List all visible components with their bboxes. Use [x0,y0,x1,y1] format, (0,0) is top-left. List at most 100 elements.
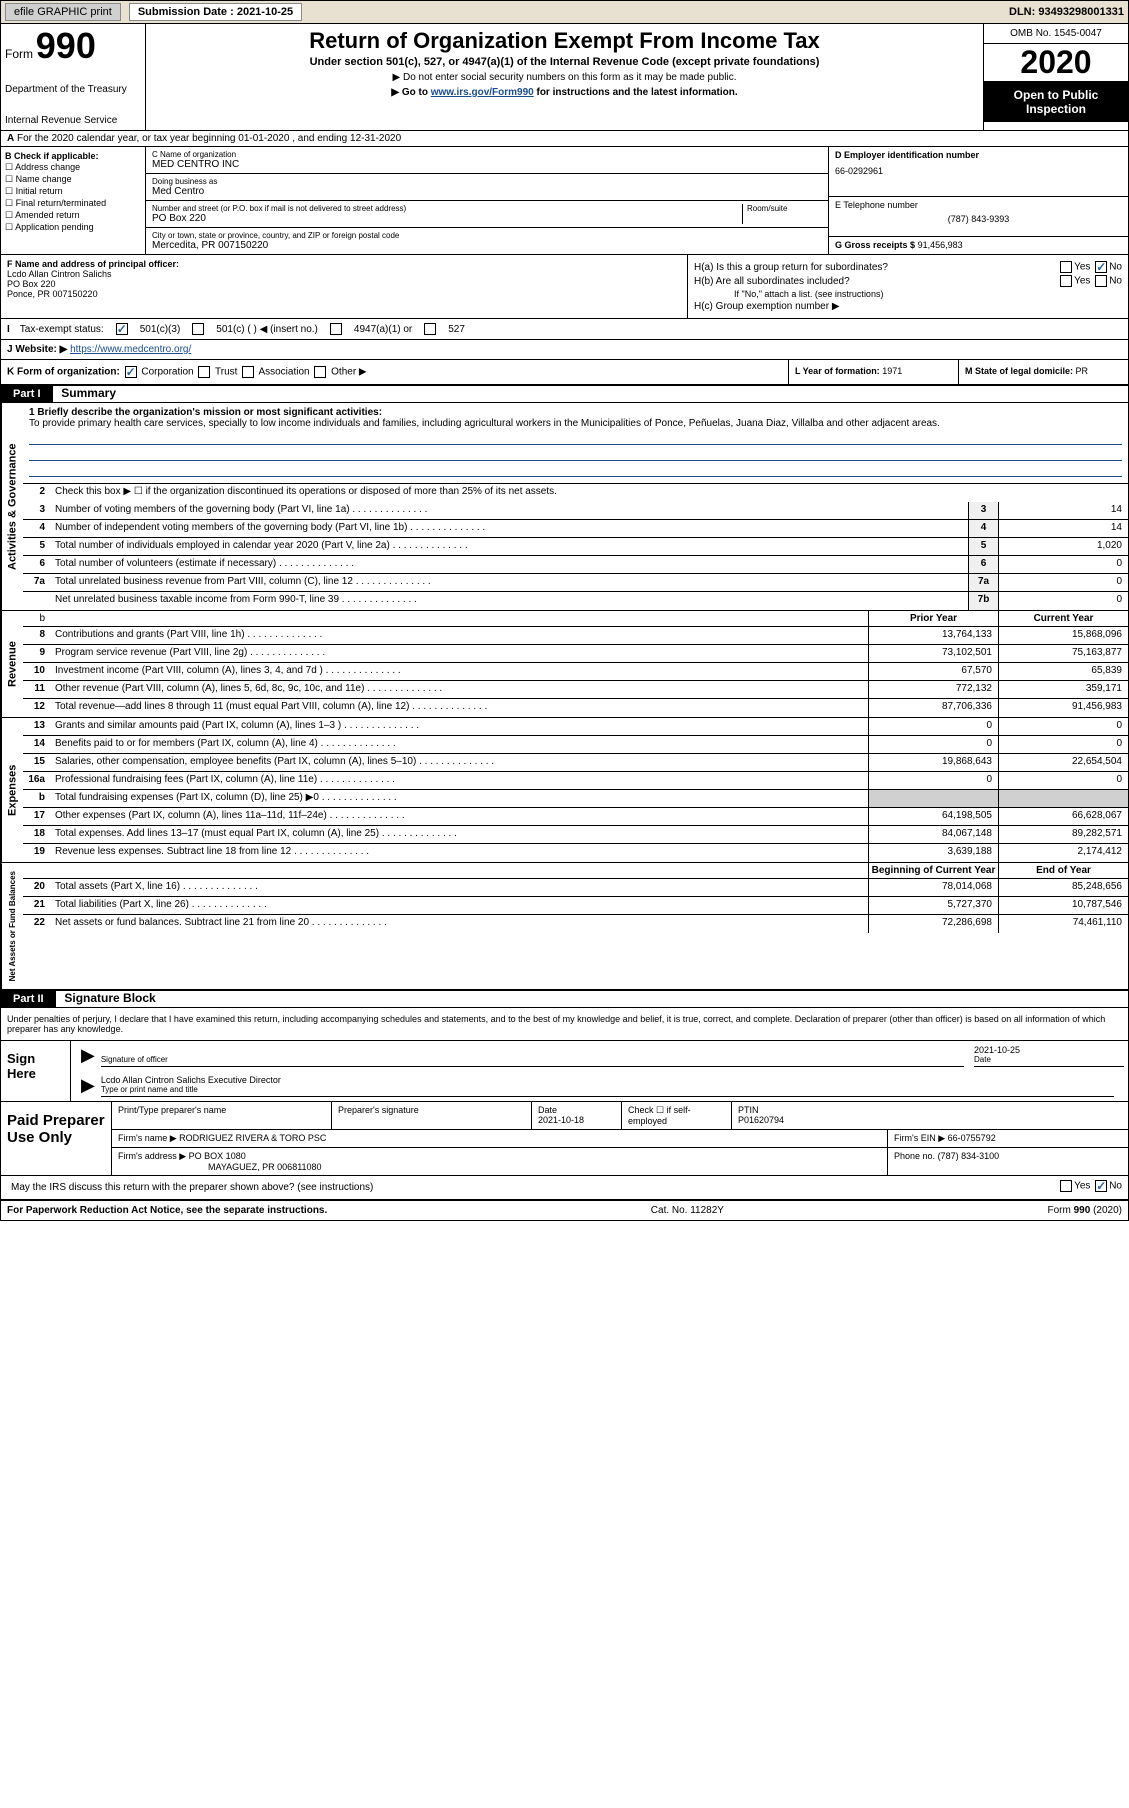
prior-val: 0 [868,718,998,735]
data-line: 8 Contributions and grants (Part VIII, l… [23,627,1128,645]
line-box: 3 [968,502,998,519]
chk-501c[interactable] [192,323,204,335]
line-desc: Total expenses. Add lines 13–17 (must eq… [51,826,868,843]
firm-addr1: PO BOX 1080 [189,1151,246,1161]
part1-badge: Part I [1,386,53,402]
hb-label: H(b) Are all subordinates included? [694,276,850,287]
officer-signature[interactable]: Signature of officer [101,1045,964,1067]
chk-4947[interactable] [330,323,342,335]
chk-initial-return[interactable]: ☐ Initial return [5,186,141,197]
line-desc: Other expenses (Part IX, column (A), lin… [51,808,868,825]
line-val: 14 [998,502,1128,519]
curr-val: 85,248,656 [998,879,1128,896]
chk-assoc[interactable] [242,366,254,378]
curr-val: 0 [998,736,1128,753]
gov-line: 6 Total number of volunteers (estimate i… [23,556,1128,574]
m-label: M State of legal domicile: [965,366,1073,376]
form-container: efile GRAPHIC print Submission Date : 20… [0,0,1129,1221]
header-right: OMB No. 1545-0047 2020 Open to Public In… [983,24,1128,130]
col-h-group: H(a) Is this a group return for subordin… [688,255,1128,318]
line-num: 21 [23,897,51,914]
chk-name-change[interactable]: ☐ Name change [5,174,141,185]
org-city: Mercedita, PR 007150220 [152,240,822,251]
line-desc: Number of independent voting members of … [51,520,968,537]
paid-preparer-row: Paid Preparer Use Only Print/Type prepar… [1,1102,1128,1176]
line-desc: Investment income (Part VIII, column (A)… [51,663,868,680]
chk-address-change[interactable]: ☐ Address change [5,162,141,173]
data-line: 9 Program service revenue (Part VIII, li… [23,645,1128,663]
line-box: 7b [968,592,998,610]
hb-no[interactable] [1095,275,1107,287]
part2-title: Signature Block [58,989,161,1007]
chk-amended[interactable]: ☐ Amended return [5,210,141,221]
hb-yes[interactable] [1060,275,1072,287]
sign-here-label: Sign Here [1,1041,71,1101]
mission-block: 1 Briefly describe the organization's mi… [23,403,1128,484]
curr-val: 66,628,067 [998,808,1128,825]
line-val: 0 [998,574,1128,591]
declaration: Under penalties of perjury, I declare th… [1,1008,1128,1041]
ha-yes[interactable] [1060,261,1072,273]
firm-ein-lbl: Firm's EIN ▶ [894,1133,945,1143]
col-m: M State of legal domicile: PR [958,360,1128,384]
line-num: b [23,790,51,807]
ha-no[interactable] [1095,261,1107,273]
line-num: 5 [23,538,51,555]
chk-trust[interactable] [198,366,210,378]
sub3-pre: ▶ Go to [391,87,430,98]
ptin-lbl: PTIN [738,1105,759,1115]
line-desc: Total revenue—add lines 8 through 11 (mu… [51,699,868,717]
opt-501c3: 501(c)(3) [140,324,181,335]
city-label: City or town, state or province, country… [152,231,822,240]
prior-val: 72,286,698 [868,915,998,933]
discuss-no[interactable] [1095,1180,1107,1192]
line-desc: Total fundraising expenses (Part IX, col… [51,790,868,807]
website-link[interactable]: https://www.medcentro.org/ [70,344,191,355]
sig-arrow2-icon: ▶ [75,1075,101,1097]
part1-header: Part I Summary [1,386,1128,403]
chk-501c3[interactable] [116,323,128,335]
line-desc: Net assets or fund balances. Subtract li… [51,915,868,933]
chk-final-return[interactable]: ☐ Final return/terminated [5,198,141,209]
part1-netassets: Net Assets or Fund Balances Beginning of… [1,862,1128,989]
opt-assoc: Association [258,367,309,378]
line-num: 12 [23,699,51,717]
part1-title: Summary [55,384,122,402]
form990-link[interactable]: www.irs.gov/Form990 [431,87,534,98]
prior-val: 73,102,501 [868,645,998,662]
check-se[interactable]: Check ☐ if self-employed [622,1102,732,1129]
part2-header: Part II Signature Block [1,989,1128,1008]
dba-label: Doing business as [152,177,822,186]
efile-print-btn[interactable]: efile GRAPHIC print [5,3,121,21]
header-left: Form 990 Department of the Treasury Inte… [1,24,146,130]
officer-name: Lcdo Allan Cintron Salichs [7,269,681,279]
col-f-officer: F Name and address of principal officer:… [1,255,688,318]
hb-note: If "No," attach a list. (see instruction… [694,289,1122,299]
year-formation: 1971 [882,366,902,376]
curr-val: 15,868,096 [998,627,1128,644]
line-num: 17 [23,808,51,825]
part1-expenses: Expenses 13 Grants and similar amounts p… [1,717,1128,862]
data-line: 21 Total liabilities (Part X, line 26) 5… [23,897,1128,915]
line-desc: Program service revenue (Part VIII, line… [51,645,868,662]
chk-other[interactable] [314,366,326,378]
top-bar: efile GRAPHIC print Submission Date : 20… [1,1,1128,24]
data-line: 16a Professional fundraising fees (Part … [23,772,1128,790]
line-desc: Total unrelated business revenue from Pa… [51,574,968,591]
chk-corp[interactable] [125,366,137,378]
prior-val: 67,570 [868,663,998,680]
data-line: b Total fundraising expenses (Part IX, c… [23,790,1128,808]
chk-527[interactable] [424,323,436,335]
chk-app-pending[interactable]: ☐ Application pending [5,222,141,233]
line-desc: Net unrelated business taxable income fr… [51,592,968,610]
col-d-e-g: D Employer identification number 66-0292… [828,147,1128,254]
prep-name-lbl: Print/Type preparer's name [112,1102,332,1129]
curr-val [998,790,1128,807]
opt-501c: 501(c) ( ) ◀ (insert no.) [216,324,318,335]
org-name: MED CENTRO INC [152,159,822,170]
discuss-yes[interactable] [1060,1180,1072,1192]
line-num: 10 [23,663,51,680]
irs-label: Internal Revenue Service [5,115,141,126]
opt-trust: Trust [215,367,237,378]
form-number: 990 [36,25,96,66]
